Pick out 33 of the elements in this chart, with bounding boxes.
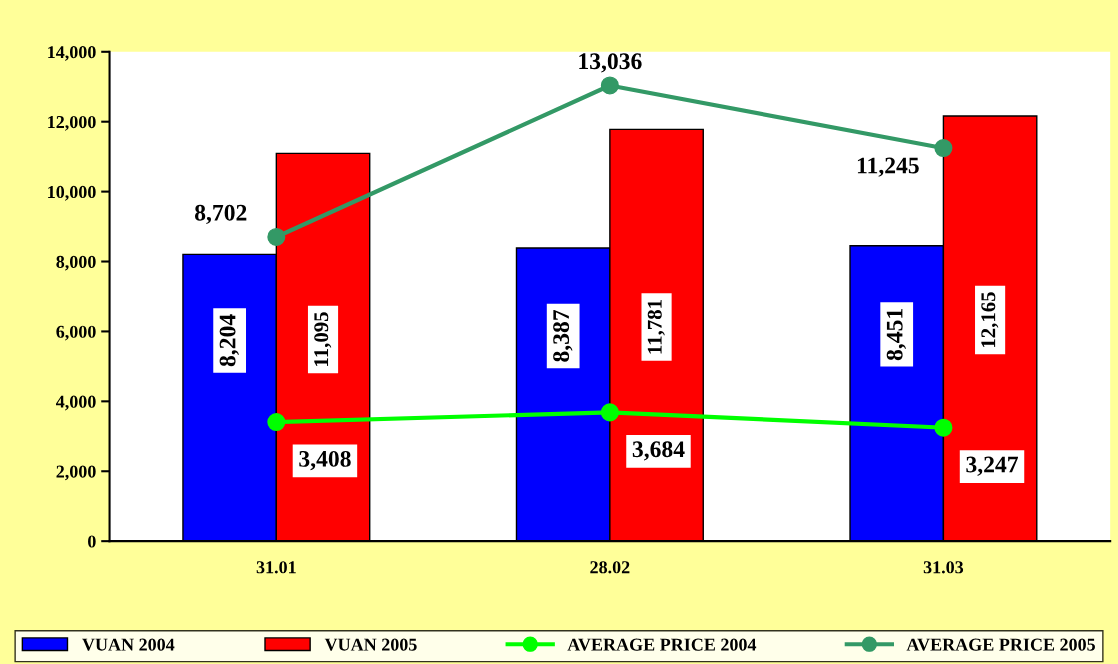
y-tick-label: 12,000 [48, 115, 96, 131]
point [600, 76, 619, 95]
data-label: 3,247 [966, 456, 1018, 476]
data-label: 8,387 [553, 309, 573, 362]
y-tick-label: 8,000 [56, 255, 96, 271]
y-tick-label: 2,000 [56, 465, 96, 481]
data-label: 3,684 [632, 441, 685, 461]
legend-label: AVERAGE PRICE 2005 [906, 638, 1095, 651]
point [267, 227, 286, 247]
x-tick-label: 31.01 [256, 561, 296, 574]
data-label: 11,245 [857, 157, 919, 177]
data-label: 8,204 [219, 314, 239, 367]
y-tick-label: 10,000 [48, 185, 96, 201]
x-tick-label: 28.02 [590, 561, 630, 574]
point [934, 139, 953, 158]
legend-label: AVERAGE PRICE 2004 [567, 638, 757, 651]
y-tick-label: 0 [88, 535, 96, 548]
legend-label: VUAN 2004 [82, 638, 175, 651]
data-label: 3,408 [299, 450, 351, 471]
data-label: 11,781 [647, 300, 665, 354]
y-tick-label: 6,000 [56, 325, 96, 341]
data-label: 13,036 [579, 53, 642, 73]
x-tick-label: 31.03 [923, 561, 964, 574]
y-tick-label: 4,000 [55, 395, 96, 411]
data-label: 8,702 [195, 204, 247, 225]
data-label: 12,165 [981, 292, 999, 348]
point [267, 413, 286, 432]
point [934, 418, 953, 437]
legend-label: VUAN 2005 [324, 638, 417, 651]
data-label: 11,095 [314, 312, 332, 366]
data-label: 8,451 [886, 309, 907, 361]
y-tick-label: 14,000 [48, 46, 96, 61]
point [600, 403, 619, 422]
